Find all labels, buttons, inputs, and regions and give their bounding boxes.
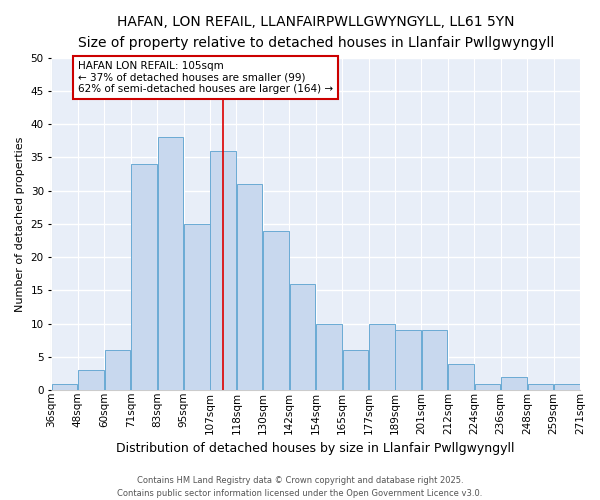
Bar xyxy=(343,350,368,390)
Bar xyxy=(104,350,130,390)
Bar xyxy=(263,230,289,390)
Bar xyxy=(448,364,474,390)
Text: HAFAN LON REFAIL: 105sqm
← 37% of detached houses are smaller (99)
62% of semi-d: HAFAN LON REFAIL: 105sqm ← 37% of detach… xyxy=(78,61,333,94)
Bar xyxy=(237,184,262,390)
Bar xyxy=(316,324,342,390)
Text: Contains HM Land Registry data © Crown copyright and database right 2025.
Contai: Contains HM Land Registry data © Crown c… xyxy=(118,476,482,498)
Bar xyxy=(501,377,527,390)
Bar xyxy=(422,330,448,390)
X-axis label: Distribution of detached houses by size in Llanfair Pwllgwyngyll: Distribution of detached houses by size … xyxy=(116,442,515,455)
Bar xyxy=(211,151,236,390)
Bar xyxy=(52,384,77,390)
Bar xyxy=(158,138,183,390)
Bar xyxy=(527,384,553,390)
Bar xyxy=(184,224,209,390)
Title: HAFAN, LON REFAIL, LLANFAIRPWLLGWYNGYLL, LL61 5YN
Size of property relative to d: HAFAN, LON REFAIL, LLANFAIRPWLLGWYNGYLL,… xyxy=(77,15,554,50)
Bar xyxy=(290,284,316,390)
Bar xyxy=(78,370,104,390)
Y-axis label: Number of detached properties: Number of detached properties xyxy=(15,136,25,312)
Bar xyxy=(395,330,421,390)
Bar xyxy=(475,384,500,390)
Bar xyxy=(369,324,395,390)
Bar xyxy=(131,164,157,390)
Bar xyxy=(554,384,580,390)
